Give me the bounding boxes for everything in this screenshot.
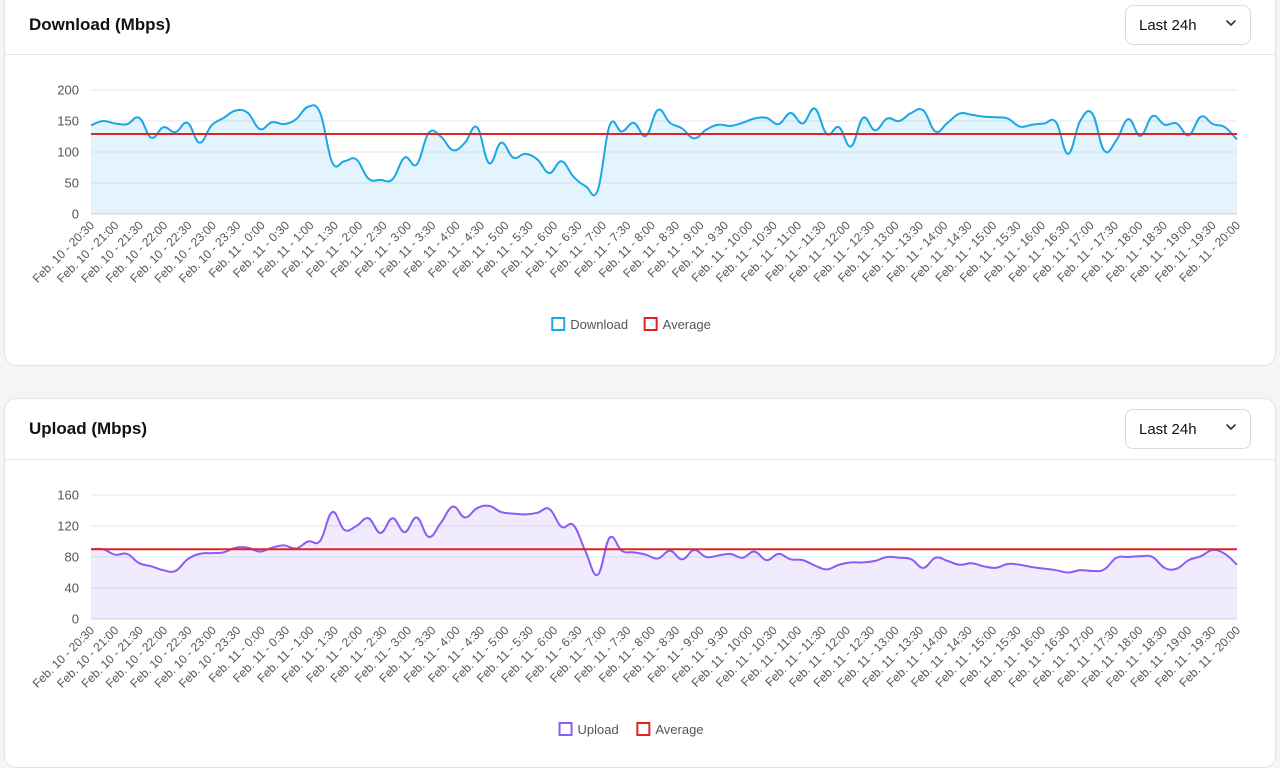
upload-line <box>90 504 1238 577</box>
upload-legend-label: Average <box>655 722 703 737</box>
download-title: Download (Mbps) <box>29 15 171 34</box>
upload-ytick-label: 0 <box>72 612 79 627</box>
download-area <box>91 105 1237 214</box>
download-card: Download (Mbps) Last 24h 0 50 100 150 200 Feb… <box>4 0 1276 366</box>
chevron-down-icon <box>1224 420 1238 438</box>
download-legend: Download Average <box>551 317 711 332</box>
upload-card: Upload (Mbps) Last 24h 0 40 80 120 160 Feb. 1… <box>4 398 1276 768</box>
upload-legend: Upload Average <box>558 722 704 737</box>
upload-legend-swatch <box>558 722 573 736</box>
download-ytick-label: 50 <box>65 176 79 191</box>
upload-legend-label: Upload <box>578 722 619 737</box>
upload-ytick-label: 160 <box>57 488 79 503</box>
download-ytick-label: 200 <box>57 83 79 98</box>
upload-range-select[interactable]: Last 24h <box>1125 409 1251 449</box>
download-range-label: Last 24h <box>1139 16 1197 34</box>
upload-ytick-label: 120 <box>57 519 79 534</box>
upload-ytick-label: 80 <box>65 550 79 565</box>
chevron-down-icon <box>1224 16 1238 34</box>
upload-ytick-label: 40 <box>65 581 79 596</box>
download-ytick-label: 150 <box>57 114 79 129</box>
upload-card-header: Upload (Mbps) Last 24h <box>5 399 1275 460</box>
download-line <box>90 104 1238 197</box>
upload-area <box>91 505 1237 619</box>
download-ytick-label: 0 <box>72 207 79 222</box>
download-legend-swatch <box>643 317 658 331</box>
upload-range-label: Last 24h <box>1139 420 1197 438</box>
upload-legend-swatch <box>636 722 651 736</box>
upload-title: Upload (Mbps) <box>29 419 148 438</box>
download-legend-swatch <box>551 317 566 331</box>
download-ytick-label: 100 <box>57 145 79 160</box>
download-legend-label: Average <box>663 317 711 332</box>
download-legend-label: Download <box>570 317 628 332</box>
download-range-select[interactable]: Last 24h <box>1125 5 1251 45</box>
download-card-header: Download (Mbps) Last 24h <box>5 0 1275 55</box>
